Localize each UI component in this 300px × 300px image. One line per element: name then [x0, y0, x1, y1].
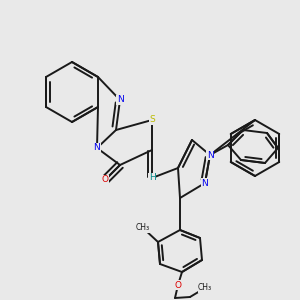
Text: CH₃: CH₃ — [198, 284, 212, 292]
Text: O: O — [175, 280, 182, 290]
Text: N: N — [117, 95, 123, 104]
Text: N: N — [207, 151, 213, 160]
Text: CH₃: CH₃ — [136, 224, 150, 232]
Text: N: N — [94, 143, 100, 152]
Text: H: H — [148, 173, 155, 182]
Text: S: S — [149, 116, 155, 124]
Text: O: O — [101, 176, 109, 184]
Text: N: N — [202, 178, 208, 188]
